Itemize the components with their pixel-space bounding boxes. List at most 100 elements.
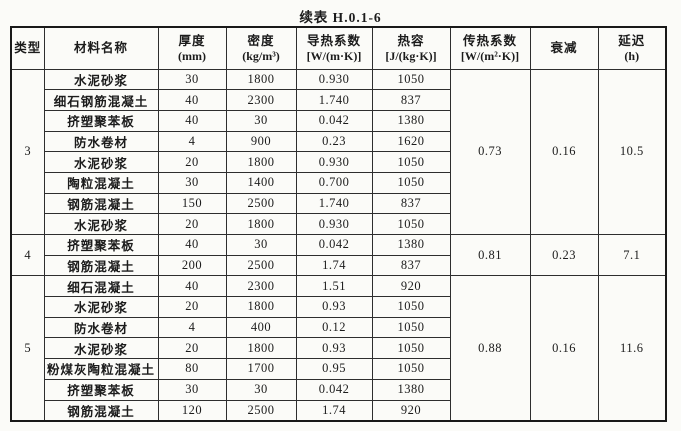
column-header-label: 衰减 xyxy=(550,40,578,55)
cell-heat-capacity: 1620 xyxy=(371,130,451,153)
column-header-label: 密度 xyxy=(247,33,275,48)
cell-material: 挤塑聚苯板 xyxy=(43,378,159,401)
cell-delay: 10.5 xyxy=(597,68,667,235)
column-header: 延迟 (h) xyxy=(597,26,667,70)
cell-material: 水泥砂浆 xyxy=(43,151,159,173)
column-header: 厚度 (mm) xyxy=(157,26,227,70)
cell-density: 2500 xyxy=(225,399,297,422)
column-header-unit: (kg/m³) xyxy=(242,49,280,64)
column-header-unit: (h) xyxy=(624,49,640,64)
cell-heat-capacity: 837 xyxy=(371,192,451,215)
cell-thickness: 20 xyxy=(157,337,227,360)
column-header-unit: [J/(kg·K)] xyxy=(385,49,437,64)
cell-density: 1700 xyxy=(225,358,297,380)
cell-conductivity: 0.23 xyxy=(295,130,373,153)
cell-density: 1800 xyxy=(225,68,297,91)
column-header-label: 热容 xyxy=(397,33,425,48)
column-header: 导热系数 [W/(m·K)] xyxy=(295,26,373,70)
column-header: 类型 xyxy=(10,26,45,70)
cell-heat-capacity: 1380 xyxy=(371,378,451,401)
cell-conductivity: 0.930 xyxy=(295,151,373,173)
cell-heat-capacity: 1050 xyxy=(371,213,451,235)
cell-type: 5 xyxy=(10,275,45,422)
cell-material: 防水卷材 xyxy=(43,130,159,153)
cell-conductivity: 0.042 xyxy=(295,234,373,256)
cell-type: 3 xyxy=(10,68,45,235)
table-row: 水泥砂浆 20 1800 0.93 1050 xyxy=(11,337,666,360)
table-row: 钢筋混凝土 150 2500 1.740 837 xyxy=(11,192,666,215)
cell-density: 1800 xyxy=(225,337,297,360)
cell-density: 1800 xyxy=(225,296,297,318)
cell-heat-capacity: 1050 xyxy=(371,358,451,380)
cell-thickness: 20 xyxy=(157,296,227,318)
table-row: 陶粒混凝土 30 1400 0.700 1050 xyxy=(11,171,666,194)
cell-density: 2300 xyxy=(225,89,297,111)
column-header-unit: [W/(m·K)] xyxy=(306,49,362,64)
cell-density: 30 xyxy=(225,378,297,401)
column-header-label: 材料名称 xyxy=(73,40,128,55)
cell-thickness: 40 xyxy=(157,275,227,298)
column-header: 密度 (kg/m³) xyxy=(225,26,297,70)
column-header: 传热系数 [W/(m²·K)] xyxy=(449,26,531,70)
table-row: 3 水泥砂浆 30 1800 0.930 1050 0.73 0.16 10.5 xyxy=(10,68,667,235)
cell-heat-capacity: 1050 xyxy=(371,337,451,360)
cell-delay: 7.1 xyxy=(597,233,667,277)
cell-material: 防水卷材 xyxy=(43,316,159,339)
table-row: 细石钢筋混凝土 40 2300 1.740 837 xyxy=(11,89,666,111)
cell-conductivity: 0.042 xyxy=(295,109,373,132)
cell-conductivity: 0.93 xyxy=(295,337,373,360)
cell-density: 2300 xyxy=(225,275,297,298)
cell-density: 30 xyxy=(225,234,297,256)
table-row: 5 细石混凝土 40 2300 1.51 920 0.88 0.16 11.6 xyxy=(10,275,667,422)
cell-thickness: 40 xyxy=(157,109,227,132)
table-header-row: 类型 材料名称 厚度 (mm) 密度 (kg/m³) 导热系数 [W/(m·K)] 热容 [J/(… xyxy=(10,26,667,70)
cell-material: 钢筋混凝土 xyxy=(43,254,159,277)
cell-thickness: 4 xyxy=(157,316,227,339)
table-body: 3 水泥砂浆 30 1800 0.930 1050 0.73 0.16 10.5 细石钢筋混凝土 4… xyxy=(10,68,667,422)
column-header-label: 导热系数 xyxy=(306,33,361,48)
cell-heat-capacity: 837 xyxy=(371,89,451,111)
cell-heat-capacity: 1050 xyxy=(371,171,451,194)
cell-heat-capacity: 837 xyxy=(371,254,451,277)
cell-material: 细石钢筋混凝土 xyxy=(43,89,159,111)
table-row: 4 挤塑聚苯板 40 30 0.042 1380 0.81 0.23 7.1 xyxy=(10,233,667,277)
cell-material: 水泥砂浆 xyxy=(43,296,159,318)
cell-thickness: 200 xyxy=(157,254,227,277)
cell-density: 2500 xyxy=(225,192,297,215)
cell-conductivity: 0.930 xyxy=(295,68,373,91)
cell-heat-transfer-coefficient: 0.88 xyxy=(449,275,531,422)
cell-density: 30 xyxy=(225,109,297,132)
cell-thickness: 120 xyxy=(157,399,227,422)
cell-density: 1400 xyxy=(225,171,297,194)
cell-heat-capacity: 1050 xyxy=(371,151,451,173)
column-header: 热容 [J/(kg·K)] xyxy=(371,26,451,70)
cell-conductivity: 1.740 xyxy=(295,89,373,111)
material-properties-table: 类型 材料名称 厚度 (mm) 密度 (kg/m³) 导热系数 [W/(m·K)] 热容 [J/(… xyxy=(10,26,667,422)
cell-density: 1800 xyxy=(225,213,297,235)
cell-thickness: 30 xyxy=(157,171,227,194)
cell-delay: 11.6 xyxy=(597,275,667,422)
cell-attenuation: 0.16 xyxy=(529,275,599,422)
cell-thickness: 30 xyxy=(157,68,227,91)
column-header-label: 类型 xyxy=(14,40,42,55)
cell-heat-capacity: 1050 xyxy=(371,316,451,339)
cell-thickness: 40 xyxy=(157,234,227,256)
cell-density: 1800 xyxy=(225,151,297,173)
cell-material: 挤塑聚苯板 xyxy=(43,234,159,256)
cell-thickness: 4 xyxy=(157,130,227,153)
cell-thickness: 20 xyxy=(157,151,227,173)
cell-thickness: 150 xyxy=(157,192,227,215)
cell-conductivity: 1.740 xyxy=(295,192,373,215)
cell-type: 4 xyxy=(10,233,45,277)
cell-material: 陶粒混凝土 xyxy=(43,171,159,194)
cell-density: 2500 xyxy=(225,254,297,277)
column-header-label: 延迟 xyxy=(618,33,646,48)
cell-material: 钢筋混凝土 xyxy=(43,399,159,422)
cell-conductivity: 0.042 xyxy=(295,378,373,401)
cell-heat-capacity: 920 xyxy=(371,275,451,298)
cell-heat-capacity: 1050 xyxy=(371,296,451,318)
cell-conductivity: 0.930 xyxy=(295,213,373,235)
cell-material: 挤塑聚苯板 xyxy=(43,109,159,132)
cell-conductivity: 0.95 xyxy=(295,358,373,380)
column-header-unit: (mm) xyxy=(178,49,206,64)
